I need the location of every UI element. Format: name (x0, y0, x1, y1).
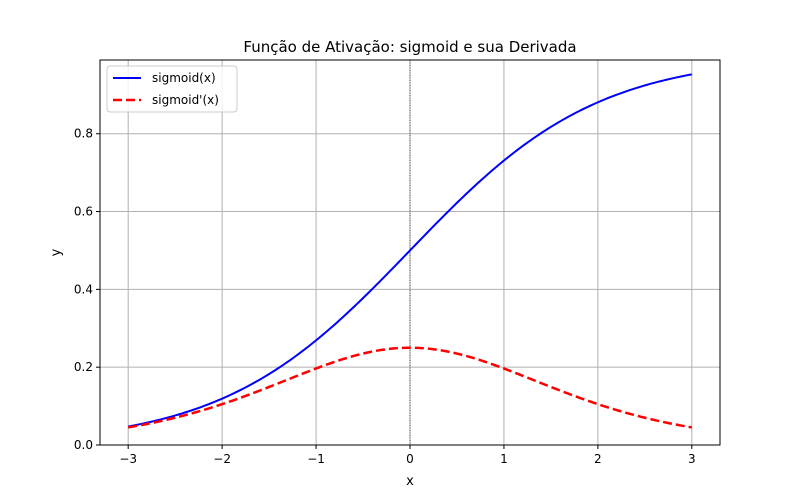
chart-title: Função de Ativação: sigmoid e sua Deriva… (243, 38, 576, 56)
x-tick-label: −1 (307, 452, 325, 466)
y-tick-label: 0.4 (74, 282, 93, 296)
series-line-derivative (127, 346, 693, 429)
x-tick-label: 3 (688, 452, 696, 466)
legend-label-derivative: sigmoid'(x) (152, 93, 219, 107)
y-axis-label: y (49, 248, 64, 256)
x-tick-label: 1 (500, 452, 508, 466)
y-tick-label: 0.0 (74, 438, 93, 452)
series-line-sigmoid (127, 73, 693, 428)
x-tick-label: 2 (594, 452, 602, 466)
series-layer (127, 73, 693, 429)
y-tick-label: 0.2 (74, 360, 93, 374)
x-tick-label: −2 (213, 452, 231, 466)
x-tick-label: −3 (119, 452, 137, 466)
legend: sigmoid(x) sigmoid'(x) (106, 65, 238, 113)
x-tick-label: 0 (406, 452, 414, 466)
ticks: −3 −2 −1 0 1 2 3 0.0 0.2 0.4 0.6 0.8 (74, 127, 696, 466)
y-tick-label: 0.6 (74, 205, 93, 219)
y-tick-label: 0.8 (74, 127, 93, 141)
x-axis-label: x (406, 474, 414, 489)
legend-label-sigmoid: sigmoid(x) (152, 71, 216, 85)
